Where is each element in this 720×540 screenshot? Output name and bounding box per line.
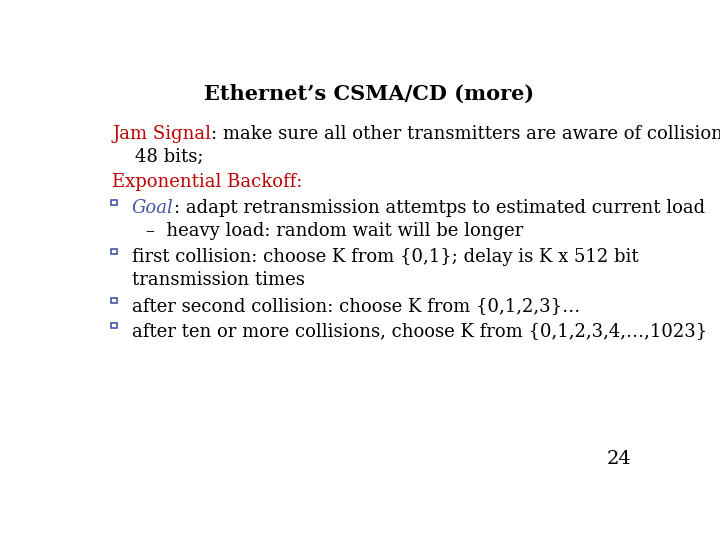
Text: Exponential Backoff:: Exponential Backoff: <box>112 173 302 191</box>
Text: : make sure all other transmitters are aware of collision;: : make sure all other transmitters are a… <box>212 125 720 143</box>
Text: 48 bits;: 48 bits; <box>135 148 203 166</box>
Text: transmission times: transmission times <box>132 271 305 289</box>
Text: after ten or more collisions, choose K from {0,1,2,3,4,…,1023}: after ten or more collisions, choose K f… <box>132 322 707 340</box>
Text: : adapt retransmission attemtps to estimated current load: : adapt retransmission attemtps to estim… <box>174 199 705 217</box>
Text: –  heavy load: random wait will be longer: – heavy load: random wait will be longer <box>145 222 523 240</box>
Text: Goal: Goal <box>132 199 174 217</box>
FancyBboxPatch shape <box>111 298 117 303</box>
Text: Ethernet’s CSMA/CD (more): Ethernet’s CSMA/CD (more) <box>204 84 534 104</box>
Text: first collision: choose K from {0,1}; delay is K x 512 bit: first collision: choose K from {0,1}; de… <box>132 248 639 266</box>
Text: after second collision: choose K from {0,1,2,3}…: after second collision: choose K from {0… <box>132 297 580 315</box>
FancyBboxPatch shape <box>111 323 117 328</box>
Text: Jam Signal: Jam Signal <box>112 125 212 143</box>
Text: 24: 24 <box>606 450 631 468</box>
FancyBboxPatch shape <box>111 249 117 254</box>
FancyBboxPatch shape <box>111 200 117 205</box>
